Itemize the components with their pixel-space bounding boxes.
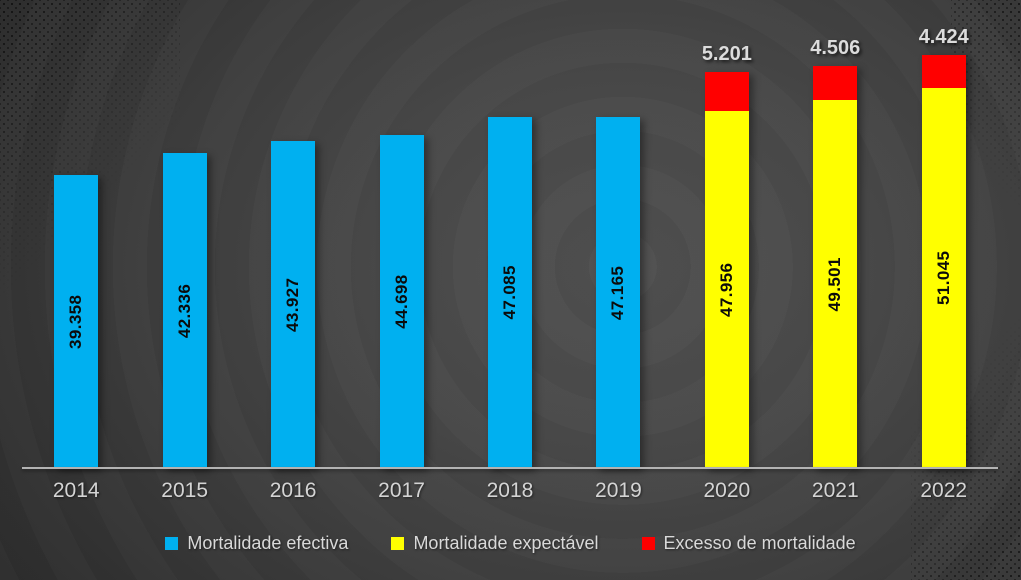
bar-stack-2015: 42.336 — [162, 152, 207, 468]
excess-value-label-2022: 4.424 — [918, 26, 969, 49]
bar-stack-2018: 47.085 — [487, 117, 532, 468]
legend: Mortalidade efectiva Mortalidade expectáv… — [0, 533, 1021, 554]
legend-swatch-expected — [391, 537, 405, 550]
bar-stack-2019: 47.165 — [596, 116, 641, 468]
legend-item-excess: Excesso de mortalidade — [641, 533, 856, 554]
bar-stack-2021: 49.501 — [813, 65, 858, 468]
bar-2018-effective: 47.085 — [487, 117, 532, 468]
legend-item-expected: Mortalidade expectável — [391, 533, 599, 554]
bar-column-2017: 44.698 — [347, 0, 455, 468]
bar-column-2020: 47.956 5.201 — [673, 0, 781, 468]
bar-value-label-2016: 43.927 — [283, 277, 303, 332]
bar-2021-excess — [813, 65, 858, 100]
x-axis-label-2018: 2018 — [486, 479, 534, 502]
legend-label-excess: Excesso de mortalidade — [663, 533, 856, 553]
bar-2015-effective: 42.336 — [162, 152, 207, 468]
bar-value-label-2014: 39.358 — [66, 294, 86, 349]
bar-column-2014: 39.358 — [22, 0, 130, 468]
bar-value-label-2017: 44.698 — [391, 274, 411, 329]
bar-column-2015: 42.336 — [130, 0, 238, 468]
x-axis-label-2014: 2014 — [52, 479, 100, 502]
x-axis-label-2022: 2022 — [920, 479, 968, 502]
bar-value-label-2021: 49.501 — [825, 256, 845, 311]
bar-column-2019: 47.165 — [564, 0, 672, 468]
x-axis-label-2021: 2021 — [811, 479, 859, 502]
bar-column-2022: 51.045 4.424 — [890, 0, 998, 468]
x-axis-label-2016: 2016 — [269, 479, 317, 502]
bar-2017-effective: 44.698 — [379, 135, 424, 468]
x-axis-label-2019: 2019 — [595, 479, 642, 502]
legend-label-expected: Mortalidade expectável — [413, 533, 599, 553]
bar-2019-effective: 47.165 — [596, 116, 641, 468]
x-axis-line — [22, 467, 998, 469]
bar-value-label-2020: 47.956 — [716, 262, 736, 317]
bar-stack-2017: 44.698 — [379, 135, 424, 468]
bar-column-2016: 43.927 — [239, 0, 347, 468]
x-axis-tick-row: 2014 2015 2016 2017 2018 2019 2020 2021 2022 — [22, 479, 998, 503]
bar-stack-2020: 47.956 — [704, 72, 749, 468]
bar-value-label-2019: 47.165 — [608, 265, 628, 320]
legend-item-effective: Mortalidade efectiva — [165, 533, 348, 554]
excess-value-label-2020: 5.201 — [701, 43, 752, 66]
bar-value-label-2015: 42.336 — [174, 283, 194, 338]
bar-2022-expected: 51.045 — [921, 88, 966, 468]
bar-value-label-2018: 47.085 — [499, 265, 519, 320]
legend-swatch-effective — [165, 537, 179, 550]
excess-value-label-2021: 4.506 — [810, 36, 861, 59]
legend-label-effective: Mortalidade efectiva — [187, 533, 349, 553]
bar-2021-expected: 49.501 — [813, 99, 858, 468]
bar-2020-excess — [704, 72, 749, 111]
plot-area: 39.358 42.336 43.927 44.698 47.085 47.165 47.9… — [22, 0, 998, 468]
bar-2014-effective: 39.358 — [54, 175, 99, 468]
x-axis-label-2015: 2015 — [161, 479, 209, 502]
legend-swatch-excess — [641, 537, 655, 550]
bar-value-label-2022: 51.045 — [933, 250, 953, 306]
bar-2020-expected: 47.956 — [704, 111, 749, 468]
x-axis-label-2020: 2020 — [703, 479, 751, 502]
bar-2022-excess — [921, 55, 966, 88]
x-axis-label-2017: 2017 — [378, 479, 425, 502]
bar-column-2021: 49.501 4.506 — [781, 0, 889, 468]
bar-stack-2016: 43.927 — [271, 141, 316, 468]
bar-column-2018: 47.085 — [456, 0, 564, 468]
bar-2016-effective: 43.927 — [271, 141, 316, 468]
bar-stack-2022: 51.045 — [921, 55, 966, 468]
bar-stack-2014: 39.358 — [54, 175, 99, 468]
